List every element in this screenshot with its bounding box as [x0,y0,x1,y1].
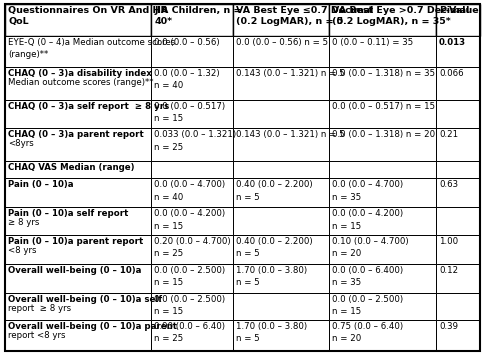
Text: Median outcome scores (range)**: Median outcome scores (range)** [8,78,153,87]
Text: 1.00: 1.00 [438,237,457,246]
Bar [232,264,329,293]
Bar [232,207,329,235]
Bar [329,178,435,207]
Text: CHAQ (0 – 3)a self report  ≥ 8 yrs: CHAQ (0 – 3)a self report ≥ 8 yrs [8,102,169,111]
Bar [232,67,329,100]
Bar [232,178,329,207]
Text: 0.013: 0.013 [438,38,465,47]
Bar [5,67,151,100]
Text: 0.0 (0.0 – 4.200)
n = 15: 0.0 (0.0 – 4.200) n = 15 [332,209,403,230]
Bar [435,320,479,351]
Text: 0.0 (0.0 – 0.517)
n = 15: 0.0 (0.0 – 0.517) n = 15 [154,102,225,124]
Bar [329,36,435,67]
Bar [329,207,435,235]
Text: 0.0 (0.0 – 2.500)
n = 15: 0.0 (0.0 – 2.500) n = 15 [154,266,225,287]
Text: 0.39: 0.39 [438,322,457,331]
Bar [5,36,151,67]
Text: 0.75 (0.0 – 6.40)
n = 20: 0.75 (0.0 – 6.40) n = 20 [332,322,403,343]
Text: VA Best Eye ≤0.7 Decimal
(0.2 LogMAR), n = 5: VA Best Eye ≤0.7 Decimal (0.2 LogMAR), n… [235,6,373,26]
Bar [5,293,151,320]
Text: Overall well-being (0 – 10)a self: Overall well-being (0 – 10)a self [8,295,162,304]
Bar [329,100,435,129]
Bar [232,4,329,36]
Text: 0.0 (0.0 – 6.400)
n = 35: 0.0 (0.0 – 6.400) n = 35 [332,266,403,287]
Text: Questionnaires On VR And HR
QoL: Questionnaires On VR And HR QoL [8,6,167,26]
Text: 0.12: 0.12 [438,266,457,275]
Bar [151,4,232,36]
Bar [151,178,232,207]
Bar [5,160,151,178]
Bar [435,235,479,264]
Bar [435,160,479,178]
Bar [329,4,435,36]
Bar [435,4,479,36]
Bar [435,129,479,160]
Text: EYE-Q (0 – 4)a Median outcome scores
(range)**: EYE-Q (0 – 4)a Median outcome scores (ra… [8,38,175,59]
Text: 0.066: 0.066 [438,69,463,78]
Text: 0.033 (0.0 – 1.321)
n = 25: 0.033 (0.0 – 1.321) n = 25 [154,131,236,152]
Bar [435,178,479,207]
Bar [151,207,232,235]
Text: 0.40 (0.0 – 2.200)
n = 5: 0.40 (0.0 – 2.200) n = 5 [235,237,312,258]
Text: 0.21: 0.21 [438,131,457,140]
Bar [435,67,479,100]
Bar [232,235,329,264]
Bar [232,36,329,67]
Text: CHAQ VAS Median (range): CHAQ VAS Median (range) [8,163,135,172]
Text: 0.0 (0.0 – 1.318) n = 20: 0.0 (0.0 – 1.318) n = 20 [332,131,435,140]
Text: Pain (0 – 10)a self report: Pain (0 – 10)a self report [8,209,128,218]
Text: 0.40 (0.0 – 2.200)
n = 5: 0.40 (0.0 – 2.200) n = 5 [235,180,312,202]
Bar [329,129,435,160]
Bar [5,320,151,351]
Text: report  ≥ 8 yrs: report ≥ 8 yrs [8,304,71,312]
Bar [232,129,329,160]
Bar [151,67,232,100]
Text: 0.20 (0.0 – 4.700)
n = 25: 0.20 (0.0 – 4.700) n = 25 [154,237,230,258]
Text: 1.70 (0.0 – 3.80)
n = 5: 1.70 (0.0 – 3.80) n = 5 [235,266,306,287]
Bar [5,178,151,207]
Text: Pain (0 – 10)a: Pain (0 – 10)a [8,180,74,190]
Text: P-Value: P-Value [438,6,478,15]
Bar [435,36,479,67]
Text: <8 yrs: <8 yrs [8,246,37,255]
Bar [329,67,435,100]
Text: JIA Children, n =
40*: JIA Children, n = 40* [154,6,241,26]
Text: 0.0 (0.0 – 0.56) n = 5: 0.0 (0.0 – 0.56) n = 5 [235,38,327,47]
Bar [329,264,435,293]
Text: 0.0 (0.0 – 1.318) n = 35: 0.0 (0.0 – 1.318) n = 35 [332,69,435,78]
Bar [151,160,232,178]
Bar [329,320,435,351]
Text: 0.90 (0.0 – 6.40)
n = 25: 0.90 (0.0 – 6.40) n = 25 [154,322,225,343]
Bar [329,160,435,178]
Text: 0.0 (0.0 – 4.700)
n = 35: 0.0 (0.0 – 4.700) n = 35 [332,180,403,202]
Bar [151,293,232,320]
Bar [329,235,435,264]
Bar [232,160,329,178]
Bar [435,207,479,235]
Text: Overall well-being (0 – 10)a parent: Overall well-being (0 – 10)a parent [8,322,177,331]
Bar [329,293,435,320]
Bar [435,264,479,293]
Text: 0.143 (0.0 – 1.321) n = 5: 0.143 (0.0 – 1.321) n = 5 [235,131,344,140]
Bar [5,4,151,36]
Bar [232,320,329,351]
Bar [151,129,232,160]
Text: <8yrs: <8yrs [8,139,34,148]
Bar [5,207,151,235]
Text: 0.0 (0.0 – 2.500)
n = 15: 0.0 (0.0 – 2.500) n = 15 [154,295,225,316]
Text: 0.63: 0.63 [438,180,457,190]
Bar [151,320,232,351]
Text: 0.143 (0.0 – 1.321) n = 5: 0.143 (0.0 – 1.321) n = 5 [235,69,344,78]
Bar [5,235,151,264]
Text: Overall well-being (0 – 10)a: Overall well-being (0 – 10)a [8,266,141,275]
Text: ≥ 8 yrs: ≥ 8 yrs [8,218,40,227]
Text: 0.0 (0.0 – 4.700)
n = 40: 0.0 (0.0 – 4.700) n = 40 [154,180,225,202]
Text: Pain (0 – 10)a parent report: Pain (0 – 10)a parent report [8,237,143,246]
Bar [232,100,329,129]
Bar [232,293,329,320]
Bar [151,264,232,293]
Text: 1.70 (0.0 – 3.80)
n = 5: 1.70 (0.0 – 3.80) n = 5 [235,322,306,343]
Text: 0.0 (0.0 – 4.200)
n = 15: 0.0 (0.0 – 4.200) n = 15 [154,209,225,230]
Bar [435,293,479,320]
Text: 0.0 (0.0 – 2.500)
n = 15: 0.0 (0.0 – 2.500) n = 15 [332,295,403,316]
